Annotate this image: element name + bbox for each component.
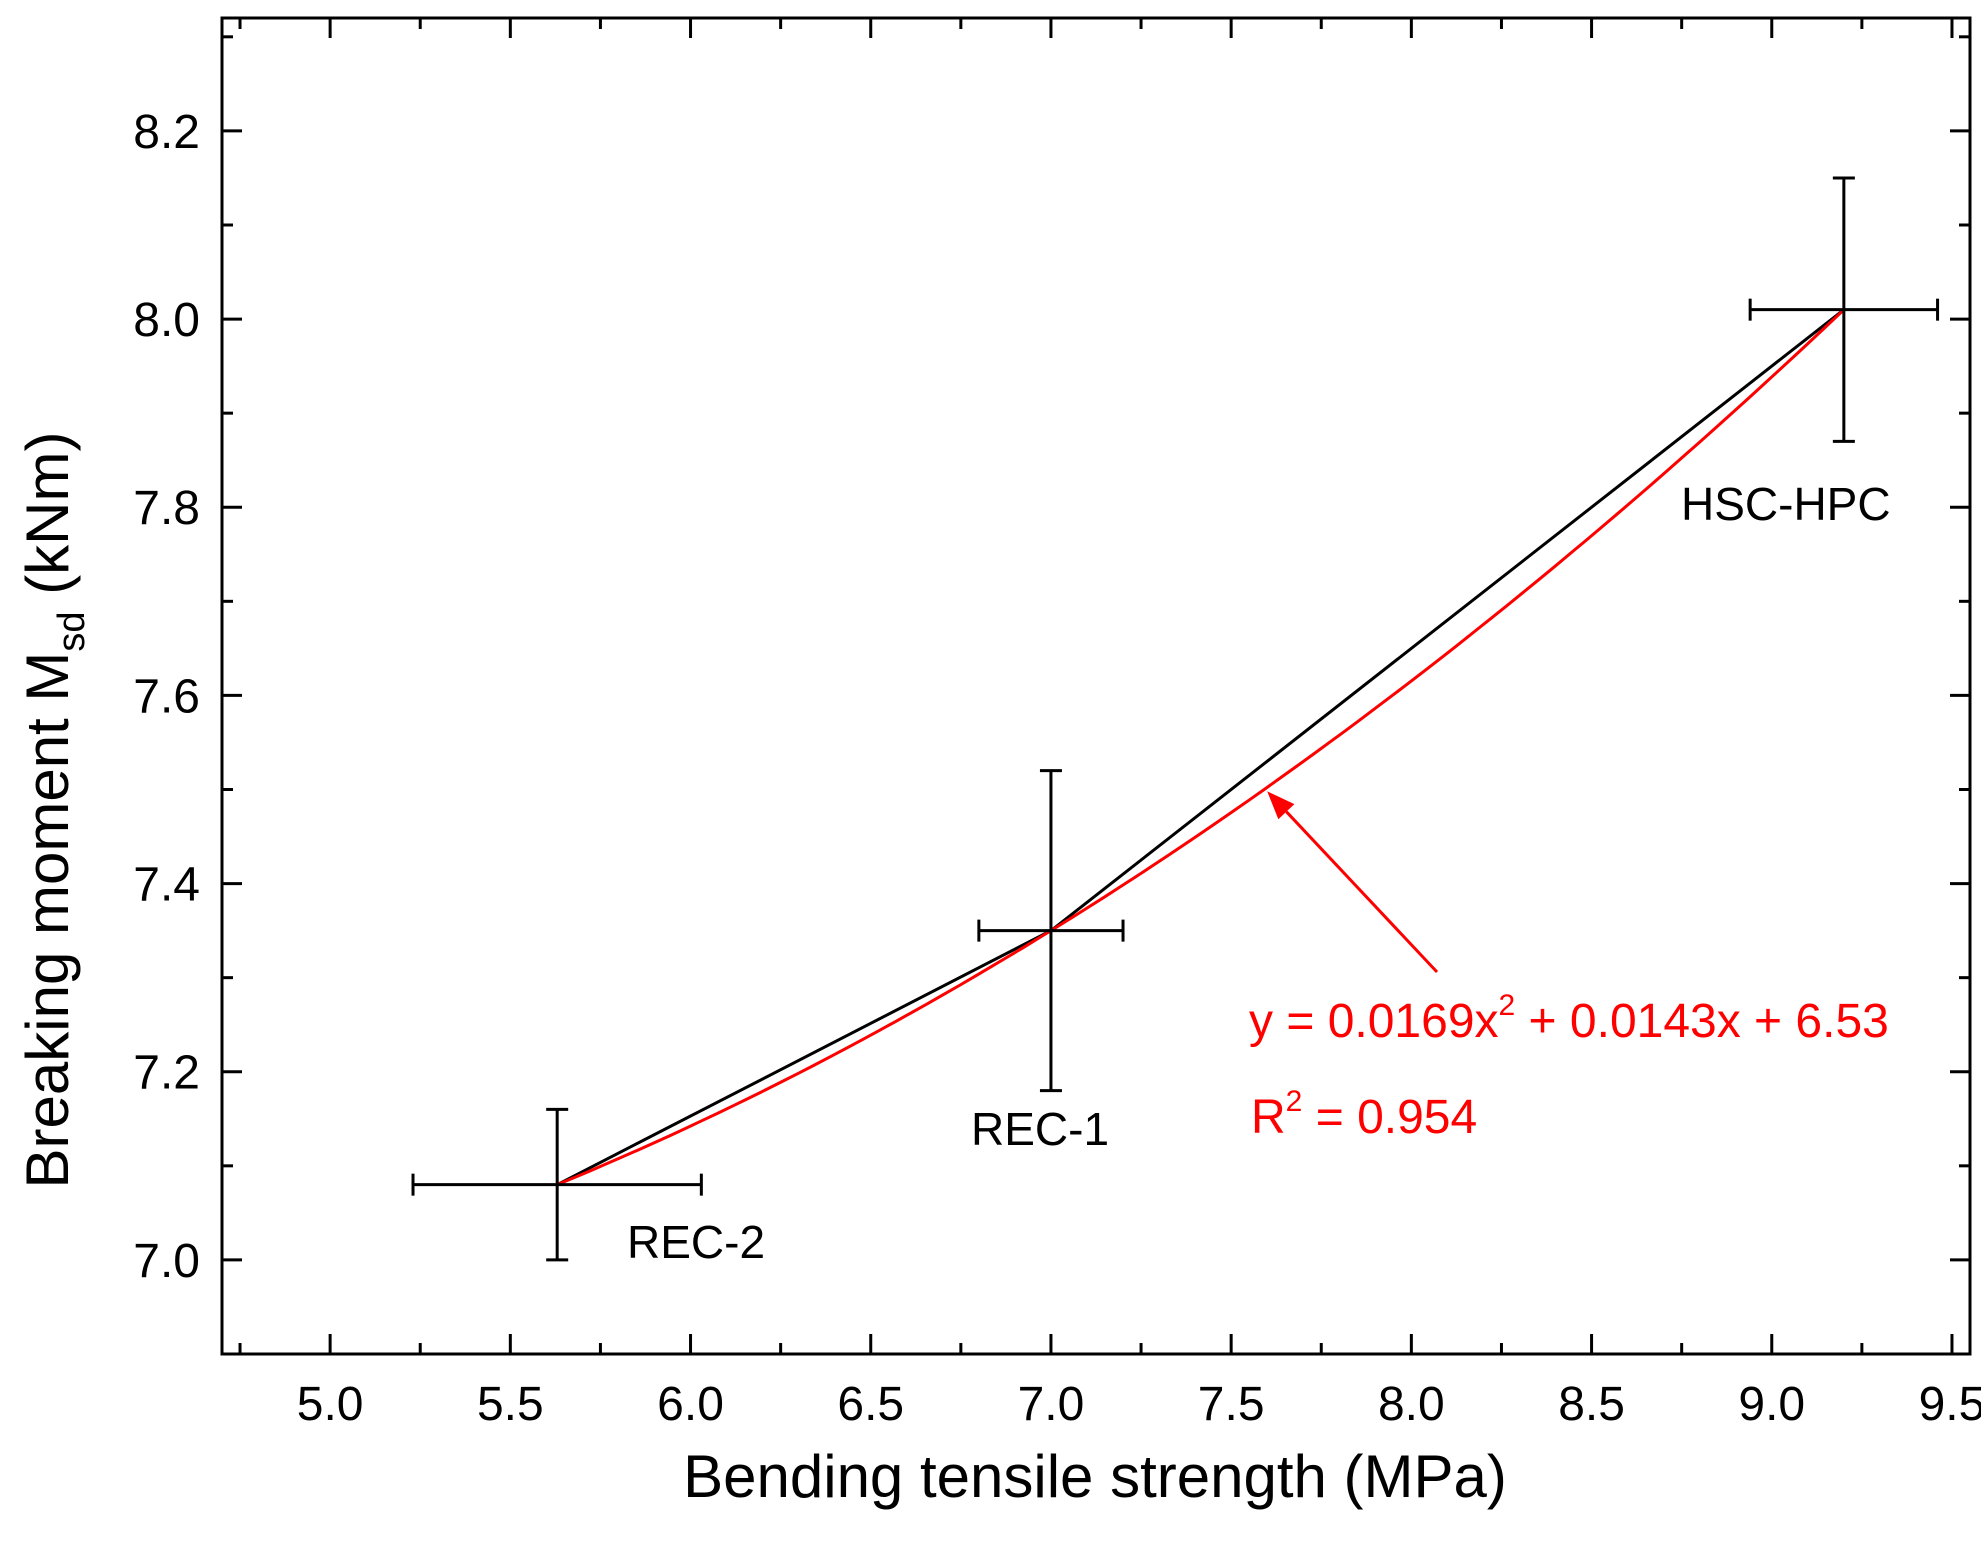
- equation-exponent: 2: [1499, 989, 1516, 1022]
- x-tick-label: 5.5: [477, 1378, 544, 1431]
- y-tick-label: 7.4: [133, 859, 200, 912]
- y-title-subscript: sd: [51, 611, 93, 651]
- series-fit-curve: [556, 308, 1845, 1186]
- y-tick-label: 7.2: [133, 1047, 200, 1100]
- point-label-rec-2: REC-2: [627, 1216, 765, 1268]
- y-tick-label: 7.6: [133, 670, 200, 723]
- series-data-line: [556, 308, 1845, 1186]
- error-bars: [411, 176, 1940, 1262]
- x-tick-label: 6.0: [657, 1378, 724, 1431]
- annotation-arrow: [1285, 810, 1439, 974]
- y-title-unit: (kNm): [14, 432, 81, 612]
- axis-ticks: [222, 18, 1970, 1356]
- x-tick-label: 5.0: [297, 1378, 364, 1431]
- x-tick-label: 6.5: [837, 1378, 904, 1431]
- y-tick-label: 8.2: [133, 106, 200, 159]
- point-label-hsc-hpc: HSC-HPC: [1681, 478, 1891, 530]
- y-tick-label: 8.0: [133, 294, 200, 347]
- x-tick-label: 9.0: [1738, 1378, 1805, 1431]
- x-tick-label: 8.5: [1558, 1378, 1625, 1431]
- x-tick-labels: 5.0 5.5 6.0 6.5 7.0 7.5 8.0 8.5 9.0 9.5: [297, 1378, 1981, 1431]
- y-tick-labels: 7.0 7.2 7.4 7.6 7.8 8.0 8.2: [133, 106, 200, 1288]
- series-layer: [556, 308, 1845, 1186]
- equation-prefix: y = 0.0169x: [1249, 995, 1499, 1048]
- x-tick-label: 7.5: [1198, 1378, 1265, 1431]
- r2-prefix: R: [1251, 1091, 1286, 1144]
- r-squared: R2 = 0.954: [1251, 1085, 1477, 1144]
- x-tick-label: 7.0: [1018, 1378, 1085, 1431]
- x-tick-label: 9.5: [1919, 1378, 1981, 1431]
- annotation-arrowhead: [1267, 791, 1295, 820]
- fit-equation: y = 0.0169x2 + 0.0143x + 6.53: [1249, 989, 1889, 1048]
- x-tick-label: 8.0: [1378, 1378, 1445, 1431]
- r2-exponent: 2: [1286, 1085, 1303, 1118]
- y-tick-label: 7.0: [133, 1235, 200, 1288]
- plot-frame: [220, 16, 1972, 1356]
- r2-suffix: = 0.954: [1302, 1091, 1477, 1144]
- y-axis-title: Breaking moment Msd (kNm): [14, 432, 93, 1189]
- y-title-main: Breaking moment M: [14, 652, 81, 1189]
- x-axis-title: Bending tensile strength (MPa): [683, 1443, 1507, 1510]
- equation-suffix: + 0.0143x + 6.53: [1515, 995, 1889, 1048]
- y-tick-label: 7.8: [133, 482, 200, 535]
- point-label-rec-1: REC-1: [971, 1103, 1109, 1155]
